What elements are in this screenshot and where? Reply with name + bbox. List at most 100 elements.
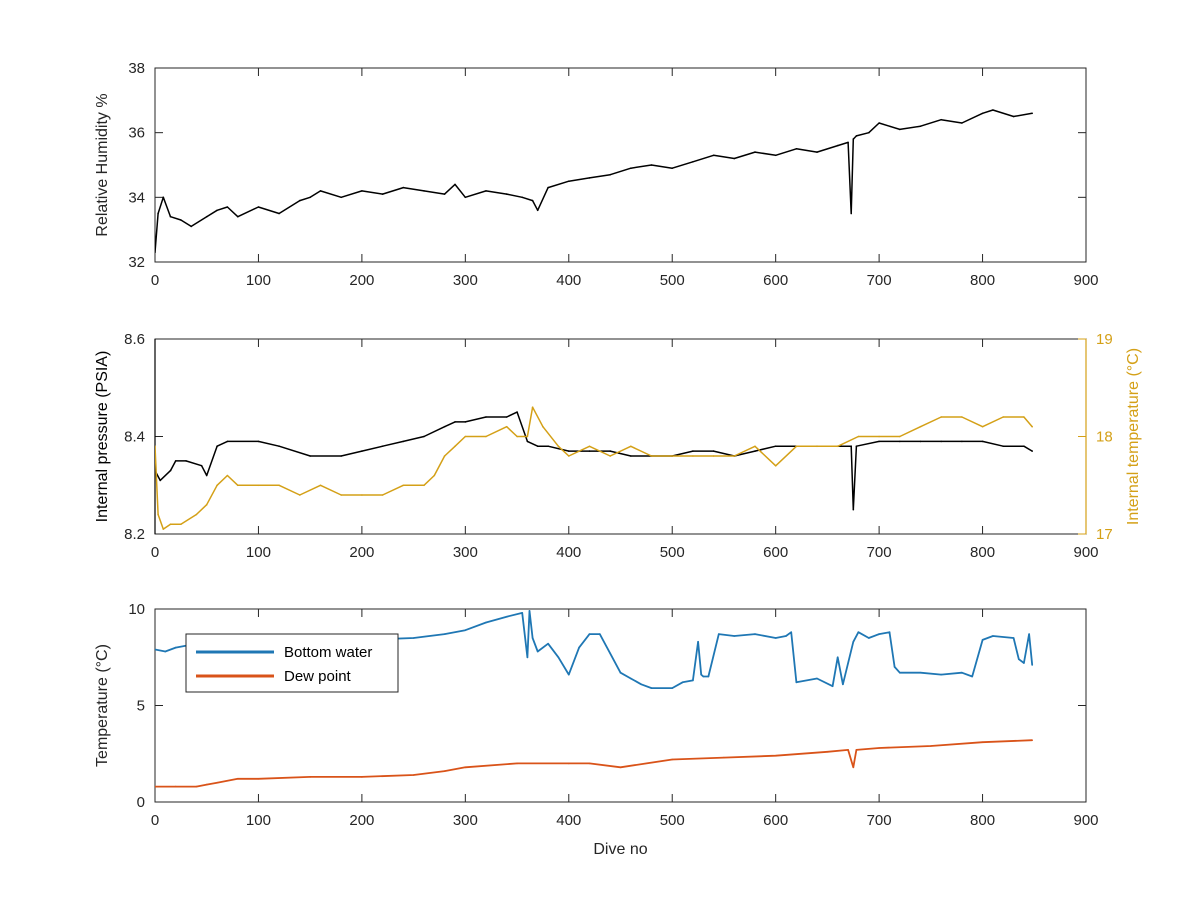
axes-box bbox=[154, 67, 1087, 263]
series-point bbox=[619, 766, 622, 769]
series-point bbox=[981, 112, 984, 115]
series-point bbox=[164, 650, 167, 653]
series-point bbox=[309, 776, 312, 778]
series-point bbox=[547, 186, 549, 189]
series-point bbox=[226, 206, 229, 208]
series-point bbox=[640, 683, 642, 686]
series-point bbox=[899, 440, 901, 443]
series-point bbox=[174, 646, 177, 649]
series-point bbox=[940, 440, 942, 443]
series-point bbox=[619, 671, 622, 674]
series-point bbox=[671, 455, 673, 457]
series-point bbox=[485, 190, 487, 192]
series-point bbox=[257, 206, 260, 208]
series-point bbox=[940, 416, 942, 418]
x-tick-label: 300 bbox=[453, 812, 478, 829]
x-tick-label: 100 bbox=[246, 812, 271, 829]
x-tick-label: 900 bbox=[1073, 544, 1098, 561]
series-point bbox=[505, 193, 508, 195]
y-tick-label: 8.6 bbox=[124, 331, 145, 348]
y-tick-label: 36 bbox=[128, 125, 145, 142]
series-point bbox=[852, 508, 855, 511]
series-point bbox=[1023, 445, 1025, 448]
y-axis-label: Internal pressure (PSIA) bbox=[94, 351, 111, 523]
series-point bbox=[681, 681, 684, 684]
series-point bbox=[961, 671, 963, 674]
x-tick-label: 500 bbox=[660, 544, 685, 561]
series-point bbox=[200, 464, 203, 467]
x-tick-label: 200 bbox=[349, 544, 374, 561]
series-point bbox=[992, 109, 994, 111]
series-point bbox=[402, 484, 405, 487]
series-point bbox=[733, 455, 736, 457]
x-tick-label: 300 bbox=[453, 544, 478, 561]
series-point bbox=[557, 445, 560, 448]
series-point bbox=[712, 455, 715, 457]
series-point bbox=[855, 445, 858, 448]
x-tick-label: 0 bbox=[151, 272, 159, 289]
series-point bbox=[795, 445, 798, 448]
series-point bbox=[157, 212, 159, 215]
series-point bbox=[205, 783, 208, 786]
x-tick-label: 800 bbox=[970, 544, 995, 561]
series-point bbox=[733, 157, 736, 160]
series-point bbox=[992, 635, 994, 637]
x-tick-label: 100 bbox=[246, 272, 271, 289]
series-point bbox=[299, 199, 301, 202]
series-point bbox=[174, 785, 177, 788]
series-point bbox=[361, 494, 363, 496]
x-tick-label: 900 bbox=[1073, 272, 1098, 289]
series-point bbox=[568, 673, 570, 676]
series-point bbox=[381, 494, 384, 496]
series-point bbox=[961, 122, 963, 124]
y-tick-label: 5 bbox=[137, 698, 145, 715]
series-point bbox=[159, 479, 161, 482]
series-point bbox=[754, 445, 756, 448]
x-tick-label: 200 bbox=[349, 812, 374, 829]
series-point bbox=[852, 641, 855, 643]
x-tick-label: 400 bbox=[556, 272, 581, 289]
x-tick-label: 200 bbox=[349, 272, 374, 289]
series-point bbox=[454, 183, 456, 186]
series-point bbox=[568, 450, 570, 452]
series-point bbox=[795, 681, 798, 684]
series-point bbox=[485, 416, 487, 418]
series-point bbox=[216, 445, 218, 448]
series-point bbox=[816, 445, 818, 448]
series-point bbox=[1002, 416, 1004, 418]
series-point bbox=[878, 122, 880, 124]
series-point bbox=[237, 484, 239, 487]
x-tick-label: 700 bbox=[867, 812, 892, 829]
series-point bbox=[712, 154, 715, 157]
x-tick-label: 700 bbox=[867, 272, 892, 289]
x-tick-label: 800 bbox=[970, 812, 995, 829]
series-point bbox=[852, 138, 855, 140]
series-point bbox=[868, 637, 870, 639]
series-point bbox=[454, 421, 456, 423]
series-line-middle-1 bbox=[155, 406, 1033, 530]
series-point bbox=[402, 440, 405, 443]
series-point bbox=[278, 212, 280, 215]
series-point bbox=[692, 455, 694, 457]
series-point bbox=[381, 445, 384, 448]
series-point bbox=[816, 677, 818, 680]
series-point bbox=[919, 440, 922, 443]
series-point bbox=[155, 785, 156, 788]
series-point bbox=[319, 190, 322, 192]
series-point bbox=[899, 435, 901, 438]
series-point bbox=[195, 785, 198, 788]
series-point bbox=[1023, 416, 1025, 418]
series-point bbox=[505, 425, 508, 428]
series-point bbox=[650, 687, 653, 689]
y-axis-label-right: Internal temperature (°C) bbox=[1125, 348, 1142, 525]
series-point bbox=[961, 416, 963, 418]
series-point bbox=[857, 631, 860, 633]
y-tick-label: 8.4 bbox=[124, 429, 145, 446]
series-point bbox=[464, 421, 467, 423]
series-point bbox=[733, 635, 736, 637]
series-point bbox=[1023, 662, 1025, 664]
series-point bbox=[795, 148, 798, 150]
series-point bbox=[919, 125, 922, 127]
series-point bbox=[174, 460, 177, 462]
series-point bbox=[547, 642, 549, 645]
